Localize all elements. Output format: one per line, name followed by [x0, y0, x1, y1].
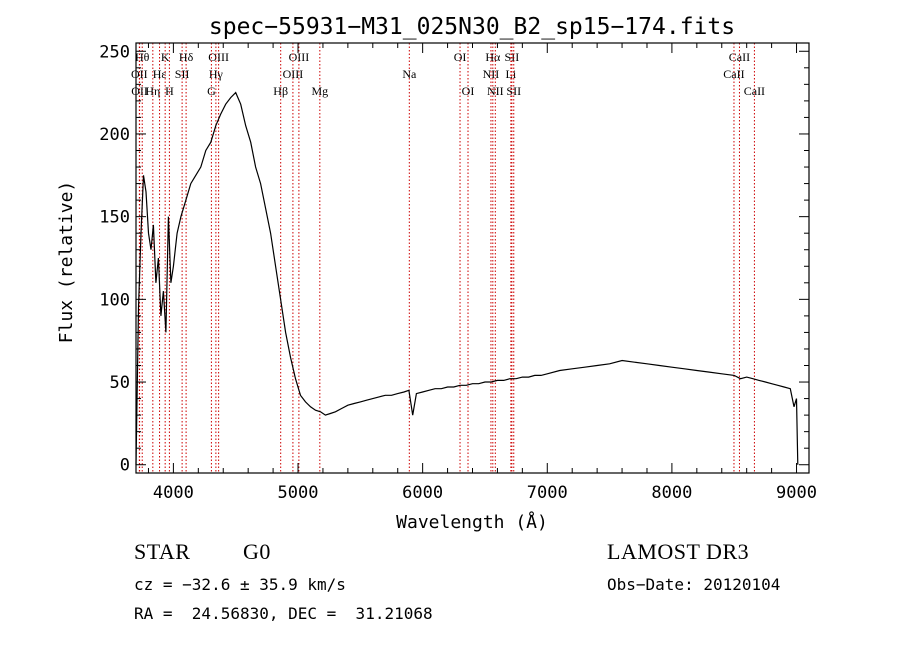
y-axis: 0 50 100 150 200 250 [99, 42, 809, 476]
y-tick-label: 250 [99, 42, 130, 62]
line-marker-label: OIII [283, 67, 304, 81]
y-tick-label: 200 [99, 125, 130, 145]
line-marker-label: OIII [289, 50, 310, 64]
survey-name: LAMOST DR3 [607, 539, 750, 564]
x-tick-label: 7000 [527, 483, 568, 503]
chart-title: spec−55931−M31_025N30_B2_sp15−174.fits [209, 14, 735, 40]
line-marker-label: Li [506, 67, 517, 81]
y-tick-label: 100 [99, 290, 130, 310]
line-marker-label: G [207, 84, 216, 98]
object-class: STAR [134, 539, 191, 564]
plot-frame [135, 42, 810, 474]
line-marker-label: OIII [208, 50, 229, 64]
line-marker-label: SII [506, 84, 521, 98]
x-axis: 4000 5000 6000 7000 8000 9000 [147, 43, 817, 503]
y-axis-label: Flux (relative) [56, 181, 77, 344]
line-marker-label: H [165, 84, 174, 98]
line-marker-label: Hβ [273, 84, 288, 98]
y-tick-label: 50 [110, 373, 130, 393]
line-marker-label: Hα [485, 50, 501, 64]
y-tick-label: 0 [120, 456, 130, 476]
line-marker-label: CaII [729, 50, 750, 64]
x-axis-label: Wavelength (Å) [396, 511, 548, 533]
x-tick-label: 5000 [278, 483, 319, 503]
observation-date: Obs−Date: 20120104 [607, 575, 781, 594]
line-marker-label: OI [454, 50, 467, 64]
line-marker-label: SII [175, 67, 190, 81]
line-marker-label: CaII [723, 67, 744, 81]
x-tick-label: 4000 [153, 483, 194, 503]
line-marker-label: Hδ [179, 50, 194, 64]
line-marker-label: Mg [311, 84, 328, 98]
object-subclass: G0 [243, 539, 271, 564]
line-marker-label: Hε [153, 67, 167, 81]
line-marker-label: SII [505, 50, 520, 64]
x-tick-label: 9000 [776, 483, 817, 503]
line-marker-label: Hγ [209, 67, 224, 81]
line-marker-label: OI [462, 84, 475, 98]
line-marker-label: Na [402, 67, 417, 81]
line-marker-label: CaII [744, 84, 765, 98]
spectrum-line [135, 91, 799, 465]
redshift-velocity: cz = −32.6 ± 35.9 km/s [134, 575, 346, 594]
line-marker-label: Hη [145, 84, 160, 98]
x-tick-label: 6000 [402, 483, 443, 503]
y-tick-label: 150 [99, 208, 130, 228]
line-marker-label: K [161, 50, 170, 64]
line-marker-label: OII [131, 67, 148, 81]
coordinates: RA = 24.56830, DEC = 31.21068 [134, 604, 433, 623]
x-tick-label: 8000 [651, 483, 692, 503]
line-marker-label: Hθ [135, 50, 150, 64]
line-marker-label: NII [483, 67, 500, 81]
line-marker-label: NII [487, 84, 504, 98]
